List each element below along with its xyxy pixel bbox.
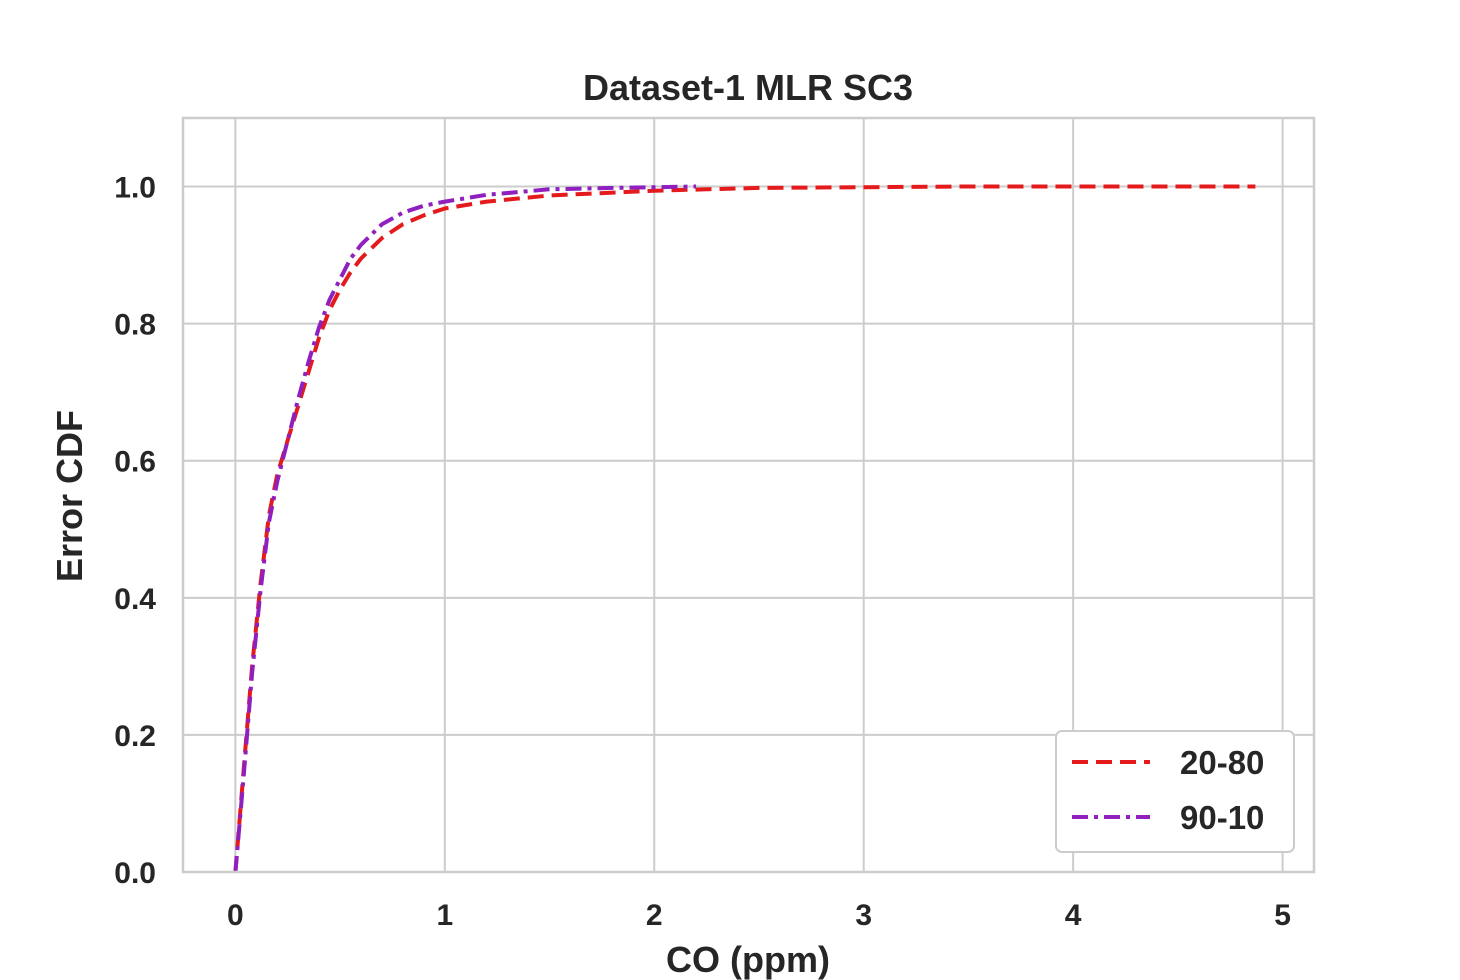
tick-labels: 0 1 2 3 4 5 0.0 0.2 0.4 0.6 0.8 1.0 — [114, 172, 1291, 932]
y-axis-label: Error CDF — [49, 410, 90, 582]
legend-label-90-10: 90-10 — [1180, 799, 1264, 836]
plot-frame — [181, 116, 1316, 874]
y-tick-label: 0.8 — [114, 309, 156, 342]
y-tick-label: 0.2 — [114, 720, 156, 753]
x-tick-label: 3 — [855, 899, 872, 932]
y-tick-label: 0.4 — [114, 583, 156, 616]
x-tick-label: 4 — [1065, 899, 1082, 932]
plot-lines — [233, 184, 1256, 873]
legend-box — [1055, 730, 1295, 853]
y-tick-label: 1.0 — [114, 172, 156, 205]
x-tick-label: 5 — [1274, 899, 1291, 932]
x-tick-label: 2 — [646, 899, 663, 932]
chart-title: Dataset-1 MLR SC3 — [583, 67, 913, 108]
x-tick-label: 1 — [436, 899, 453, 932]
x-axis-label: CO (ppm) — [666, 939, 830, 980]
y-tick-label: 0.0 — [114, 857, 156, 890]
legend-label-20-80: 20-80 — [1180, 744, 1264, 781]
series-line-20-80 — [233, 184, 1256, 873]
y-tick-label: 0.6 — [114, 446, 156, 479]
legend: 20-80 90-10 — [1055, 730, 1295, 853]
x-tick-label: 0 — [227, 899, 244, 932]
series-line-90-10 — [233, 184, 697, 873]
